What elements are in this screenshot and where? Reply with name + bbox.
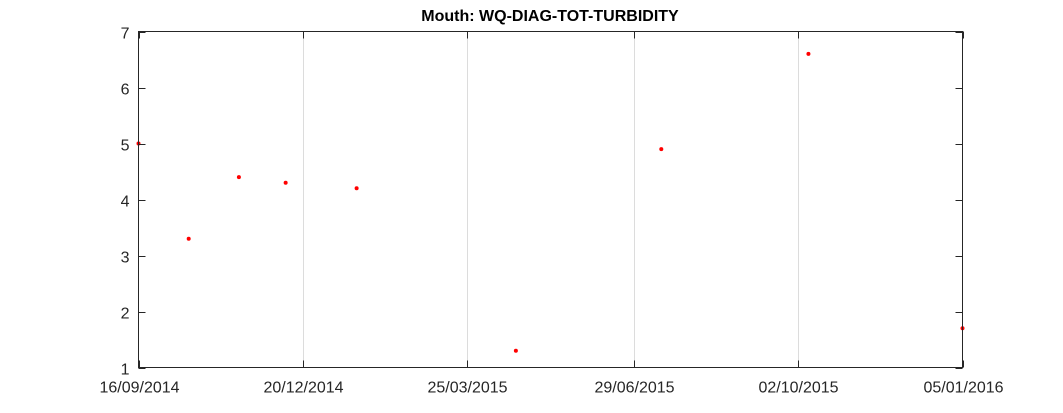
x-tick-label: 16/09/2014 (99, 380, 179, 397)
chart-title: Mouth: WQ-DIAG-TOT-TURBIDITY (421, 8, 679, 25)
x-tick-label: 05/01/2016 (923, 380, 1003, 397)
y-tick-label: 5 (121, 138, 130, 155)
data-point (806, 51, 811, 56)
y-tick-label: 1 (121, 362, 130, 379)
y-axis: 1 2 3 4 5 6 7 (121, 26, 963, 379)
data-points (136, 51, 965, 353)
grid (303, 31, 799, 368)
data-point (283, 180, 288, 185)
data-point (186, 236, 191, 241)
y-tick-label: 6 (121, 82, 130, 99)
data-point (513, 348, 518, 353)
y-tick-label: 7 (121, 26, 130, 43)
y-tick-label: 3 (121, 250, 130, 267)
plot-frame (138, 31, 963, 368)
data-point (659, 147, 664, 152)
data-point (236, 175, 241, 180)
y-tick-label: 2 (121, 306, 130, 323)
x-tick-label: 29/06/2015 (594, 380, 674, 397)
x-axis: 16/09/2014 20/12/2014 25/03/2015 29/06/2015… (99, 31, 1004, 397)
x-tick-label: 25/03/2015 (427, 380, 507, 397)
data-point (354, 186, 359, 191)
y-tick-label: 4 (121, 194, 130, 211)
x-tick-label: 20/12/2014 (263, 380, 343, 397)
x-tick-label: 02/10/2015 (758, 380, 838, 397)
